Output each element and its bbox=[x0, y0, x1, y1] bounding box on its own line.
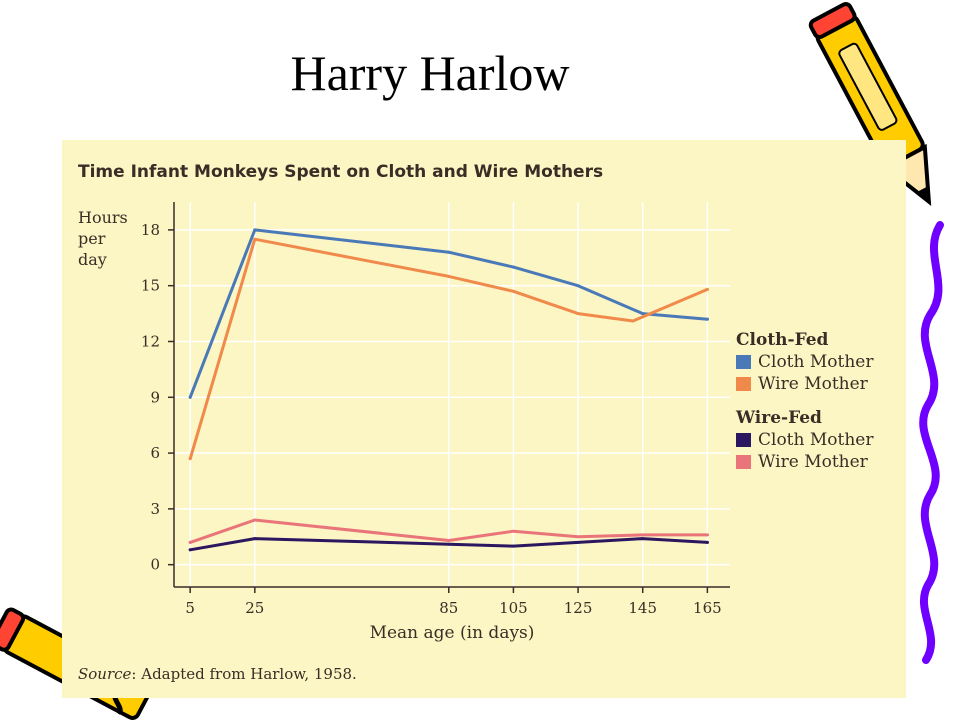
data-point bbox=[253, 237, 257, 241]
y-tick-label: 9 bbox=[150, 388, 160, 406]
slide-title: Harry Harlow bbox=[290, 45, 570, 101]
x-tick-label: 85 bbox=[439, 599, 458, 617]
legend-label: Cloth Mother bbox=[758, 430, 874, 450]
y-axis-label: per bbox=[78, 229, 106, 248]
data-point bbox=[188, 457, 192, 461]
x-tick-label: 145 bbox=[628, 599, 657, 617]
data-point bbox=[447, 542, 451, 546]
x-tick-label: 5 bbox=[185, 599, 195, 617]
data-point bbox=[253, 228, 257, 232]
legend-header: Wire-Fed bbox=[735, 408, 822, 428]
data-point bbox=[641, 533, 645, 537]
data-point bbox=[705, 287, 709, 291]
squiggle-line-icon bbox=[919, 221, 944, 664]
x-tick-label: 165 bbox=[693, 599, 722, 617]
y-tick-label: 0 bbox=[150, 556, 160, 574]
y-axis-label: Hours bbox=[78, 208, 128, 227]
data-point bbox=[576, 535, 580, 539]
data-point bbox=[576, 312, 580, 316]
x-tick-label: 125 bbox=[564, 599, 593, 617]
data-point bbox=[188, 540, 192, 544]
y-axis-label: day bbox=[78, 250, 107, 269]
legend-header: Cloth-Fed bbox=[736, 330, 829, 350]
y-tick-label: 15 bbox=[141, 277, 160, 295]
chart-title: Time Infant Monkeys Spent on Cloth and W… bbox=[78, 162, 604, 182]
legend-swatch bbox=[736, 355, 751, 369]
legend-swatch bbox=[736, 455, 751, 469]
data-point bbox=[576, 540, 580, 544]
data-point bbox=[511, 265, 515, 269]
legend-swatch bbox=[736, 377, 751, 391]
data-point bbox=[641, 312, 645, 316]
data-point bbox=[576, 284, 580, 288]
y-tick-label: 6 bbox=[150, 444, 160, 462]
data-point bbox=[447, 250, 451, 254]
data-point bbox=[253, 537, 257, 541]
data-point bbox=[641, 537, 645, 541]
legend-label: Wire Mother bbox=[758, 374, 869, 394]
data-point bbox=[631, 319, 635, 323]
x-axis-label: Mean age (in days) bbox=[370, 623, 535, 643]
data-point bbox=[705, 317, 709, 321]
data-point bbox=[447, 274, 451, 278]
legend-swatch bbox=[736, 433, 751, 447]
data-point bbox=[188, 548, 192, 552]
data-point bbox=[511, 544, 515, 548]
data-point bbox=[705, 533, 709, 537]
chart-source: Source: Adapted from Harlow, 1958. bbox=[78, 665, 357, 683]
source-label: Source bbox=[78, 665, 132, 683]
y-tick-label: 12 bbox=[141, 332, 160, 350]
y-tick-label: 3 bbox=[150, 500, 160, 518]
source-text: : Adapted from Harlow, 1958. bbox=[131, 665, 357, 683]
data-point bbox=[253, 518, 257, 522]
data-point bbox=[705, 540, 709, 544]
legend-label: Cloth Mother bbox=[758, 352, 874, 372]
y-tick-label: 18 bbox=[141, 221, 160, 239]
legend-label: Wire Mother bbox=[758, 452, 869, 472]
line-chart: 0 3 6 9 12 15 18 5 25 85 105 125 145 165 Hours per day Me… bbox=[78, 202, 874, 643]
data-point bbox=[511, 289, 515, 293]
data-point bbox=[447, 539, 451, 543]
x-tick-label: 105 bbox=[499, 599, 528, 617]
data-point bbox=[511, 529, 515, 533]
data-point bbox=[188, 395, 192, 399]
chart-panel: Time Infant Monkeys Spent on Cloth and W… bbox=[62, 140, 906, 698]
x-tick-label: 25 bbox=[245, 599, 264, 617]
